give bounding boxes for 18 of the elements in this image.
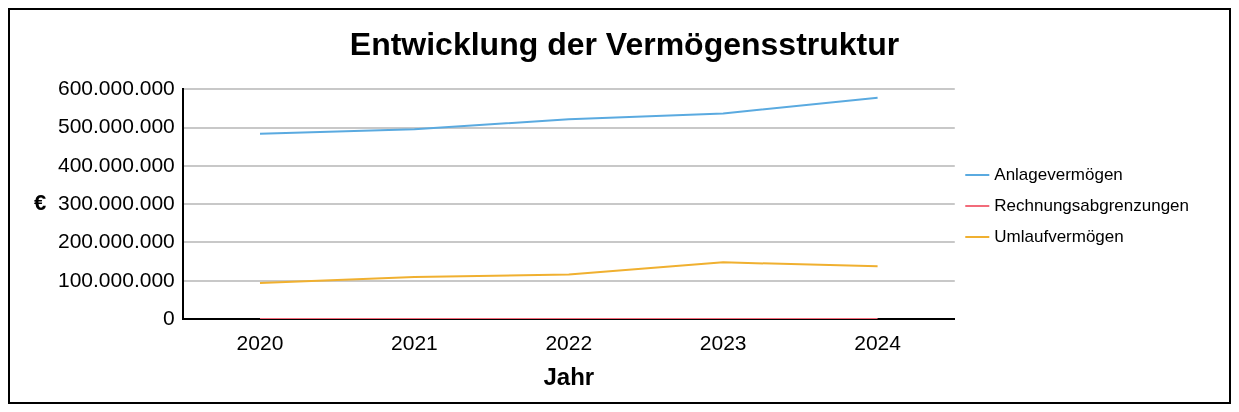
- y-axis-title: €: [33, 190, 47, 216]
- y-tick-label: 500.000.000: [57, 114, 175, 138]
- x-axis-title: Jahr: [543, 363, 595, 391]
- y-tick-label: 600.000.000: [57, 76, 175, 100]
- x-tick-label: 2022: [545, 331, 593, 355]
- y-tick-label: 0: [163, 305, 175, 329]
- y-tick-label: 400.000.000: [57, 152, 175, 176]
- legend-label: Anlagevermögen: [994, 164, 1123, 184]
- y-tick-label: 300.000.000: [57, 191, 175, 214]
- y-tick-label: 200.000.000: [57, 229, 175, 253]
- chart-title: Entwicklung der Vermögensstruktur: [349, 26, 900, 63]
- y-tick-label: 100.000.000: [57, 267, 175, 291]
- x-tick-label: 2021: [391, 331, 438, 355]
- x-tick-label: 2024: [854, 331, 902, 355]
- legend-label: Rechnungsabgrenzungen: [994, 195, 1190, 215]
- x-tick-label: 2020: [236, 331, 284, 355]
- x-tick-label: 2023: [699, 331, 747, 355]
- legend-label: Umlaufvermögen: [994, 226, 1124, 246]
